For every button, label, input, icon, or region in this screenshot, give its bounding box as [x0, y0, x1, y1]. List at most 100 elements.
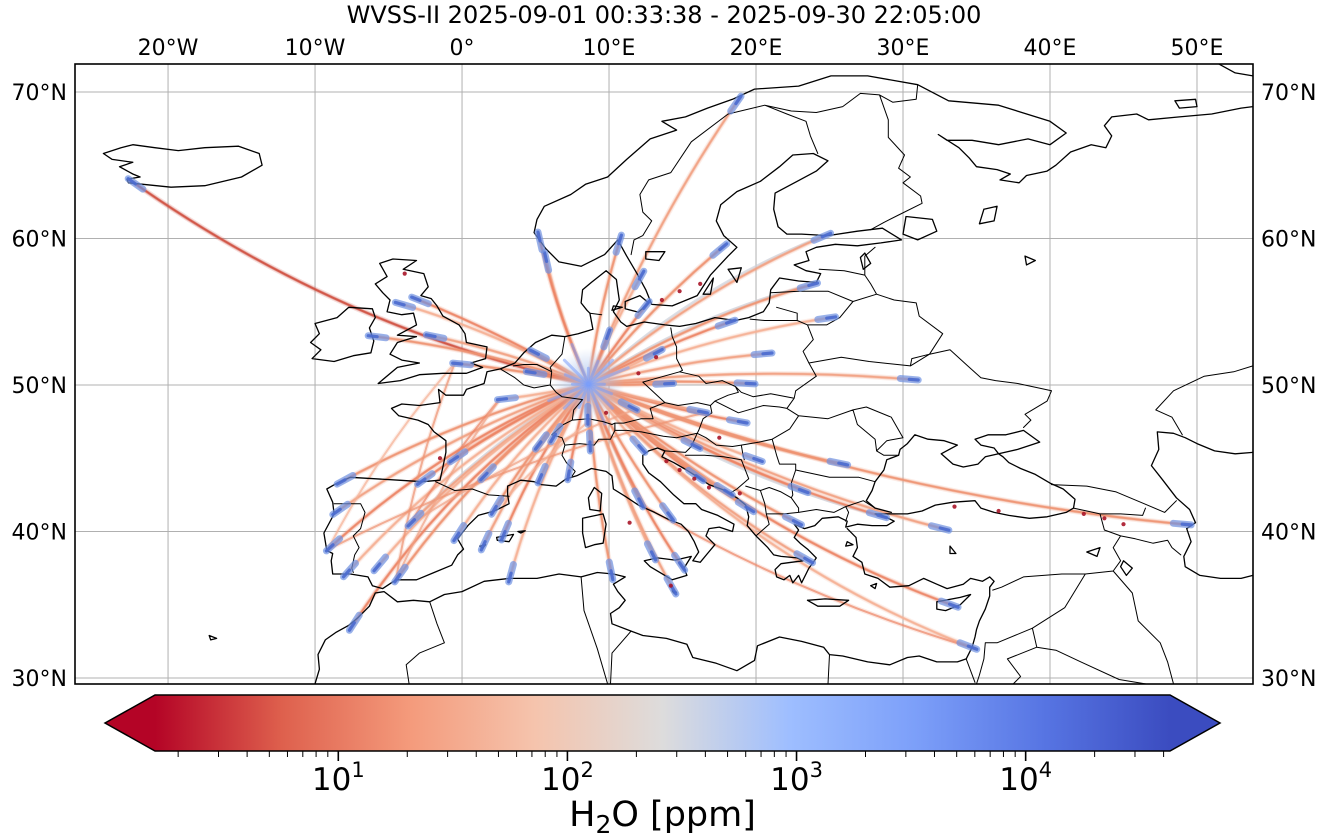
lat-tick-label-right: 50°N	[1261, 374, 1316, 399]
dry-air-dot	[677, 467, 682, 473]
endpoint-core	[803, 556, 815, 565]
endpoint-core	[490, 504, 498, 516]
endpoint-core	[744, 505, 756, 514]
endpoint-core	[907, 377, 920, 382]
endpoint-core	[837, 461, 850, 467]
endpoint-core	[524, 369, 537, 375]
hub-spoke	[586, 382, 613, 396]
colorbar-axis-label: H2O [ppm]	[569, 795, 756, 836]
endpoint-core	[752, 456, 764, 464]
flight-track	[587, 383, 1191, 526]
endpoint-core	[347, 621, 356, 632]
endpoint-core	[948, 602, 960, 609]
dry-air-dot	[668, 583, 673, 588]
endpoint-core	[666, 511, 675, 522]
flight-track	[587, 383, 812, 563]
hub-spoke	[562, 358, 590, 386]
dry-air-dot	[717, 435, 722, 440]
dry-air-dot	[402, 271, 407, 276]
hub-spoke	[586, 382, 614, 410]
endpoint-core	[649, 550, 658, 562]
hub-spoke	[570, 343, 590, 386]
endpoint-core	[452, 531, 461, 543]
endpoint-core	[549, 432, 557, 444]
endpoint-core	[372, 562, 382, 573]
endpoint-core	[543, 251, 549, 263]
endpoint-core	[652, 347, 664, 356]
lon-tick-label: 20°E	[730, 36, 783, 61]
lat-tick-label-left: 30°N	[12, 667, 67, 692]
endpoint-core	[966, 644, 979, 651]
endpoint-core	[734, 94, 743, 106]
endpoint-core	[723, 488, 734, 497]
dry-air-dot	[677, 289, 682, 294]
lon-tick-label: 50°E	[1171, 36, 1224, 61]
dry-air-dot	[659, 297, 665, 303]
flight-track	[587, 372, 918, 386]
endpoint-core	[393, 300, 406, 307]
hub-spoke	[586, 382, 607, 426]
endpoint-layer	[124, 92, 1195, 653]
endpoint-core	[451, 361, 464, 366]
flight-track-extra	[326, 362, 456, 551]
endpoint-core	[736, 419, 749, 425]
dry-air-dot	[1121, 522, 1126, 527]
endpoint-core	[533, 440, 543, 451]
endpoint-core	[605, 328, 612, 340]
endpoint-core	[416, 477, 427, 486]
flight-track-gray	[587, 232, 831, 386]
hub-spoke	[563, 373, 590, 386]
lon-tick-label: 10°W	[285, 36, 346, 61]
dry-air-dot	[698, 281, 703, 286]
endpoint-core	[938, 526, 951, 532]
endpoint-core	[825, 315, 838, 320]
endpoint-core	[791, 519, 804, 527]
dry-air-dot	[604, 410, 609, 415]
endpoint-core	[690, 442, 702, 450]
dry-air-dot	[1081, 511, 1086, 516]
endpoint-core	[536, 230, 542, 243]
lat-tick-label-left: 70°N	[12, 81, 67, 106]
map-frame	[74, 63, 1254, 685]
endpoint-core	[566, 469, 571, 482]
endpoint-core	[1180, 522, 1193, 527]
dry-air-dot	[636, 371, 641, 376]
flight-track-extra	[394, 398, 501, 582]
flight-track	[374, 383, 590, 571]
endpoint-core	[617, 233, 623, 246]
endpoint-core	[448, 455, 460, 464]
endpoint-core	[718, 242, 729, 252]
endpoint-core	[507, 571, 513, 584]
endpoint-core	[609, 569, 615, 582]
endpoint-core	[697, 409, 709, 415]
colorbar-tick-label: 101	[312, 758, 365, 798]
flight-track-extra	[408, 408, 637, 526]
dry-air-dot	[1102, 516, 1107, 521]
endpoint-core	[324, 543, 335, 553]
flight-track	[344, 383, 590, 577]
lon-tick-label: 40°E	[1024, 36, 1077, 61]
endpoint-core	[499, 530, 507, 542]
lat-tick-label-right: 70°N	[1261, 81, 1316, 106]
colorbar-tick-label: 103	[770, 758, 823, 798]
flight-track	[587, 233, 830, 386]
flight-track-extra	[394, 362, 456, 582]
colorbar-body	[155, 695, 1170, 751]
endpoint-core	[820, 231, 833, 239]
hub-spoke	[577, 382, 590, 409]
dry-air-dot	[627, 520, 632, 525]
dry-air-dot	[737, 491, 742, 496]
flight-track	[333, 383, 590, 515]
colorbar-left-arrow	[105, 695, 155, 751]
hub-spoke	[547, 382, 590, 403]
lat-tick-label-left: 50°N	[12, 374, 67, 399]
hub-glow-layer	[547, 343, 630, 426]
endpoint-core	[406, 518, 417, 528]
coastline-path	[102, 64, 1253, 684]
endpoint-core	[807, 281, 820, 288]
endpoint-core	[637, 269, 646, 281]
flight-track	[127, 177, 592, 388]
endpoint-core	[876, 513, 889, 520]
